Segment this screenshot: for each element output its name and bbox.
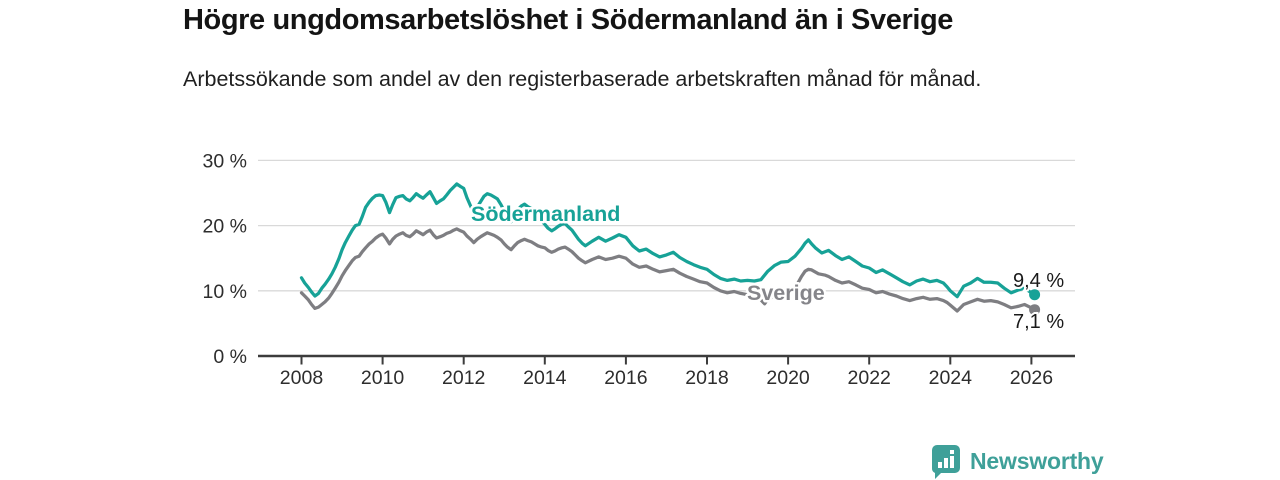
- chart-subtitle: Arbetssökande som andel av den registerb…: [183, 67, 982, 91]
- series-line-södermanland: [299, 182, 1037, 299]
- x-tick-label: 2020: [766, 367, 810, 389]
- y-tick-label: 10 %: [203, 281, 247, 303]
- x-tick-label: 2012: [442, 367, 485, 389]
- x-tick-label: 2024: [929, 367, 973, 389]
- series-end-label-sverige: 7,1 %: [1013, 311, 1064, 333]
- series-line-sverige: [299, 227, 1037, 313]
- y-tick-label: 20 %: [203, 216, 247, 238]
- y-tick-label: 30 %: [203, 150, 247, 172]
- x-tick-label: 2008: [280, 367, 323, 389]
- x-tick-label: 2022: [848, 367, 891, 389]
- x-tick-label: 2018: [685, 367, 728, 389]
- x-tick-label: 2014: [523, 367, 567, 389]
- x-tick-label: 2016: [604, 367, 647, 389]
- series-end-dot-sverige: [1029, 304, 1041, 316]
- series-label-södermanland: Södermanland: [471, 202, 620, 226]
- series-end-dot-södermanland: [1029, 289, 1041, 301]
- x-tick-label: 2026: [1010, 367, 1053, 389]
- x-tick-label: 2010: [361, 367, 405, 389]
- series-end-label-södermanland: 9,4 %: [1013, 270, 1064, 292]
- newsworthy-icon: [931, 445, 960, 479]
- newsworthy-logo: Newsworthy: [930, 444, 1104, 479]
- chart-title: Högre ungdomsarbetslöshet i Södermanland…: [183, 4, 954, 36]
- series-label-sverige: Sverige: [747, 281, 825, 305]
- y-tick-label: 0 %: [213, 346, 247, 368]
- newsworthy-logo-text: Newsworthy: [970, 448, 1104, 474]
